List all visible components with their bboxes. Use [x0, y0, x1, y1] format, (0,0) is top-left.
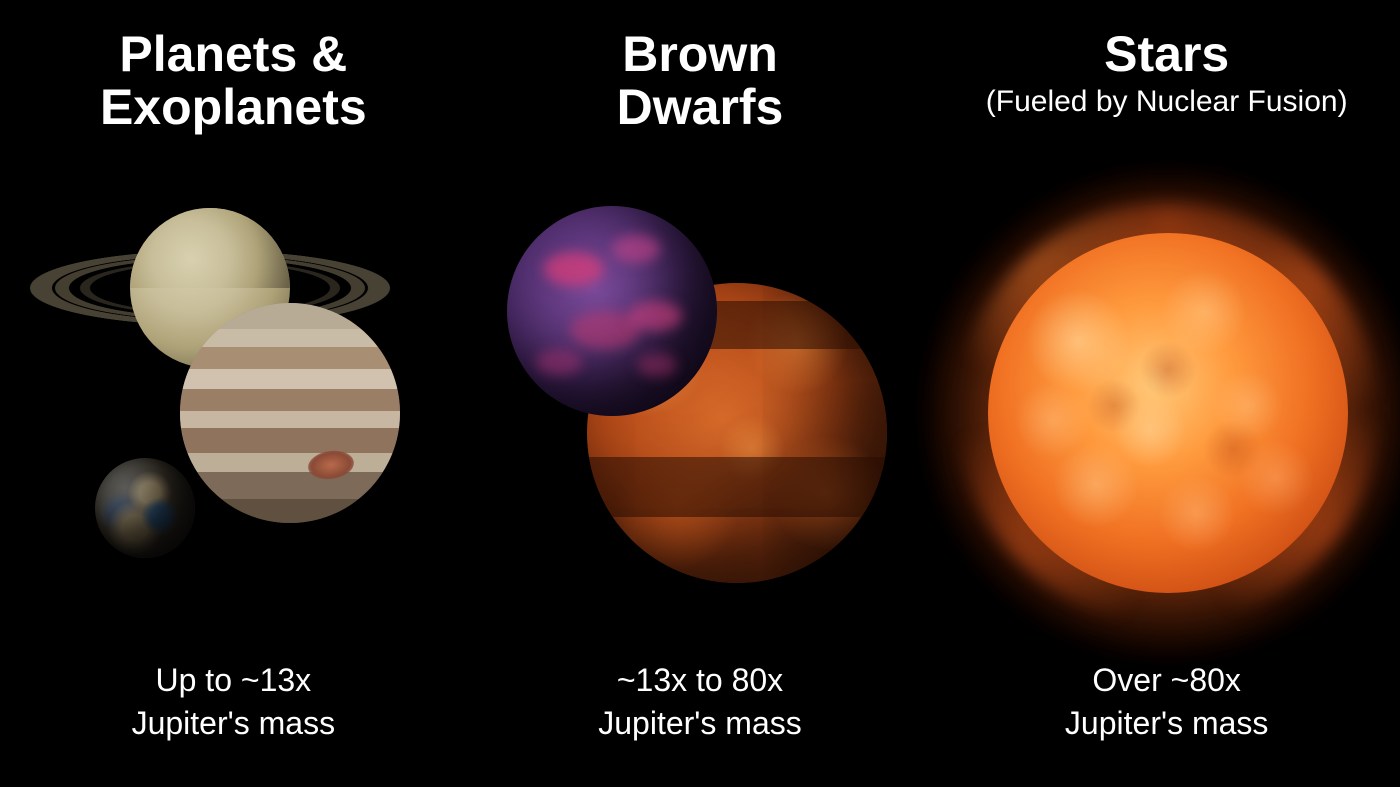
gas-giant-band	[180, 369, 400, 389]
star-surface-mottle	[988, 233, 1348, 593]
panel3-heading: Stars (Fueled by Nuclear Fusion)	[986, 28, 1348, 158]
gas-giant-band	[180, 411, 400, 429]
panel3-title: Stars	[986, 28, 1348, 81]
gas-giant-band	[180, 303, 400, 329]
panel1-title-line2: Exoplanets	[100, 81, 367, 134]
gas-giant-band	[180, 453, 400, 473]
panel3-caption-line2: Jupiter's mass	[1065, 702, 1269, 745]
panel1-illustration	[0, 158, 467, 659]
panel2-caption: ~13x to 80x Jupiter's mass	[598, 659, 802, 745]
cool-dwarf-glow-patch	[628, 301, 682, 331]
cool-dwarf-glow-patch	[612, 235, 660, 263]
cool-dwarf-glow-patch	[544, 252, 604, 286]
panel2-title-line2: Dwarfs	[617, 81, 784, 134]
infographic-container: Planets & Exoplanets Up to ~13x Jupiter'…	[0, 0, 1400, 787]
panel1-title-line1: Planets &	[100, 28, 367, 81]
panel3-caption-line1: Over ~80x	[1065, 659, 1269, 702]
gas-giant-band	[180, 347, 400, 369]
ring-mask	[130, 208, 290, 288]
panel2-heading: Brown Dwarfs	[617, 28, 784, 158]
gas-giant-band	[180, 499, 400, 523]
gas-giant-band	[180, 329, 400, 347]
panel3-illustration	[933, 158, 1400, 659]
panel3-caption: Over ~80x Jupiter's mass	[1065, 659, 1269, 745]
gas-giant-band	[180, 472, 400, 498]
warm-dwarf-dark-band	[587, 457, 887, 517]
red-dwarf-star	[988, 233, 1348, 593]
gas-giant-band	[180, 389, 400, 411]
banded-gas-giant	[180, 303, 400, 523]
cool-dwarf-glow-patch	[637, 353, 677, 377]
cool-brown-dwarf	[507, 206, 717, 416]
panel1-caption-line1: Up to ~13x	[132, 659, 336, 702]
gas-giant-band	[180, 428, 400, 452]
panel-planets-exoplanets: Planets & Exoplanets Up to ~13x Jupiter'…	[0, 0, 467, 787]
panel1-heading: Planets & Exoplanets	[100, 28, 367, 158]
panel3-subtitle: (Fueled by Nuclear Fusion)	[986, 85, 1348, 119]
panel2-title-line1: Brown	[617, 28, 784, 81]
panel2-caption-line2: Jupiter's mass	[598, 702, 802, 745]
panel1-caption-line2: Jupiter's mass	[132, 702, 336, 745]
panel2-illustration	[467, 158, 934, 659]
panel-brown-dwarfs: Brown Dwarfs ~13x to 80x Jupiter's mass	[467, 0, 934, 787]
cool-dwarf-glow-patch	[536, 349, 582, 375]
rocky-exoplanet	[95, 458, 195, 558]
panel-stars: Stars (Fueled by Nuclear Fusion) Over ~8…	[933, 0, 1400, 787]
panel1-caption: Up to ~13x Jupiter's mass	[132, 659, 336, 745]
panel2-caption-line1: ~13x to 80x	[598, 659, 802, 702]
